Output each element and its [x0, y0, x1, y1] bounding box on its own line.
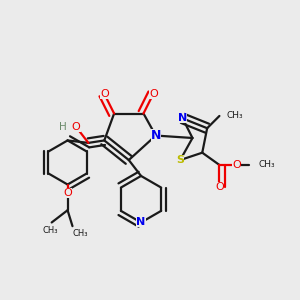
Text: N: N	[136, 218, 146, 227]
Text: CH₃: CH₃	[72, 229, 88, 238]
Text: S: S	[176, 155, 184, 165]
Text: O: O	[149, 89, 158, 99]
Text: O: O	[100, 89, 109, 99]
Text: CH₃: CH₃	[259, 160, 275, 169]
Text: N: N	[178, 113, 187, 123]
Text: O: O	[63, 188, 72, 198]
Text: N: N	[151, 129, 161, 142]
Text: CH₃: CH₃	[43, 226, 58, 235]
Text: CH₃: CH₃	[227, 112, 243, 121]
Text: O: O	[232, 160, 241, 170]
Text: H: H	[58, 122, 66, 132]
Text: O: O	[72, 122, 80, 132]
Text: O: O	[215, 182, 224, 192]
